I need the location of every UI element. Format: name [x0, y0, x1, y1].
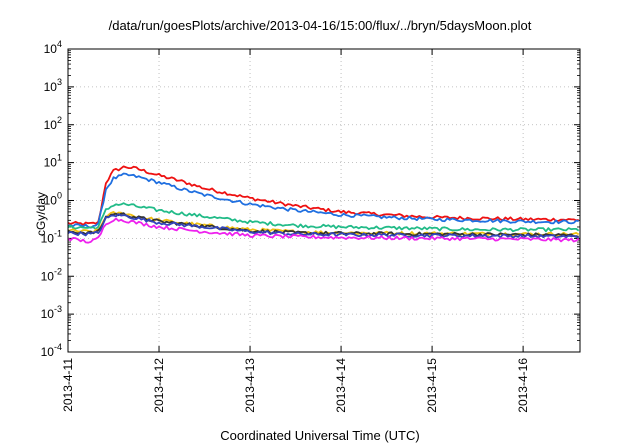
plot-frame	[67, 48, 581, 353]
series-line-7	[68, 217, 580, 244]
x-tick-label: 2013-4-16	[516, 358, 530, 413]
y-tick-label: 10-3	[41, 304, 62, 321]
series-line-3	[68, 202, 580, 233]
x-tick-label: 2013-4-11	[61, 358, 75, 412]
y-tick-label: 10-4	[41, 342, 62, 359]
series-line-2	[68, 172, 579, 229]
y-tick-label: 102	[44, 115, 62, 132]
y-tick-label: 103	[44, 77, 62, 94]
y-tick-label: 10-2	[41, 266, 62, 283]
series-line-4	[68, 210, 580, 237]
series-line-6	[68, 213, 580, 239]
y-tick-label: 104	[44, 39, 62, 56]
series-line-1	[68, 165, 579, 226]
x-axis-label: Coordinated Universal Time (UTC)	[220, 428, 420, 443]
chart-title: /data/run/goesPlots/archive/2013-04-16/1…	[108, 18, 532, 33]
x-tick-label: 2013-4-13	[243, 358, 257, 413]
y-tick-label: 101	[44, 153, 62, 170]
x-tick-label: 2013-4-15	[425, 358, 439, 413]
x-tick-label: 2013-4-12	[152, 358, 166, 413]
y-tick-label: 10-1	[41, 228, 62, 245]
x-tick-label: 2013-4-14	[334, 358, 348, 413]
y-tick-label: 100	[44, 191, 62, 208]
y-axis-label: cGy/day	[34, 192, 48, 237]
